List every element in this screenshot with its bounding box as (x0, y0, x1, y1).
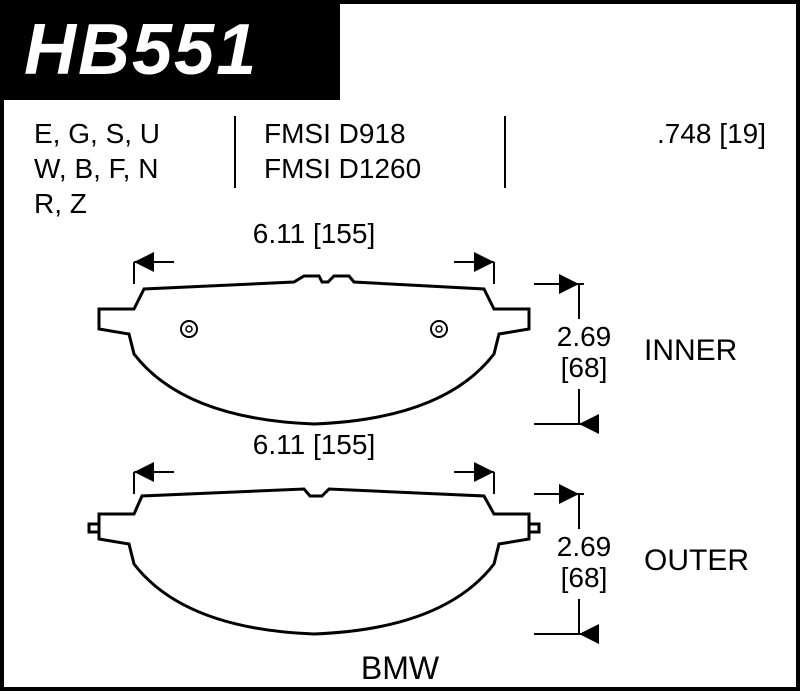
compound-line: R, Z (34, 186, 234, 221)
fmsi-line: FMSI D1260 (264, 151, 484, 186)
part-number: HB551 (24, 10, 258, 90)
pad-diagram: 6.11 [155] (4, 234, 800, 664)
brand-label: BMW (4, 650, 796, 687)
inner-height-dim: 2.69[68] (549, 322, 619, 384)
thickness-in: .748 (657, 118, 712, 149)
fmsi-codes: FMSI D918 FMSI D1260 (264, 116, 484, 186)
compound-line: E, G, S, U (34, 116, 234, 151)
spec-row: E, G, S, U W, B, F, N R, Z FMSI D918 FMS… (34, 116, 766, 226)
inner-label: INNER (644, 334, 737, 368)
fmsi-line: FMSI D918 (264, 116, 484, 151)
outer-width-dim: 6.11 [155] (184, 429, 444, 461)
spec-sheet-frame: HB551 E, G, S, U W, B, F, N R, Z FMSI D9… (0, 0, 800, 691)
compound-codes: E, G, S, U W, B, F, N R, Z (34, 116, 234, 221)
divider (234, 116, 236, 188)
outer-label: OUTER (644, 544, 749, 578)
part-number-header: HB551 (0, 0, 340, 100)
thickness: .748 [19] (606, 116, 766, 151)
thickness-mm: [19] (719, 118, 766, 149)
outer-height-dim: 2.69[68] (549, 532, 619, 594)
compound-line: W, B, F, N (34, 151, 234, 186)
divider (504, 116, 506, 188)
